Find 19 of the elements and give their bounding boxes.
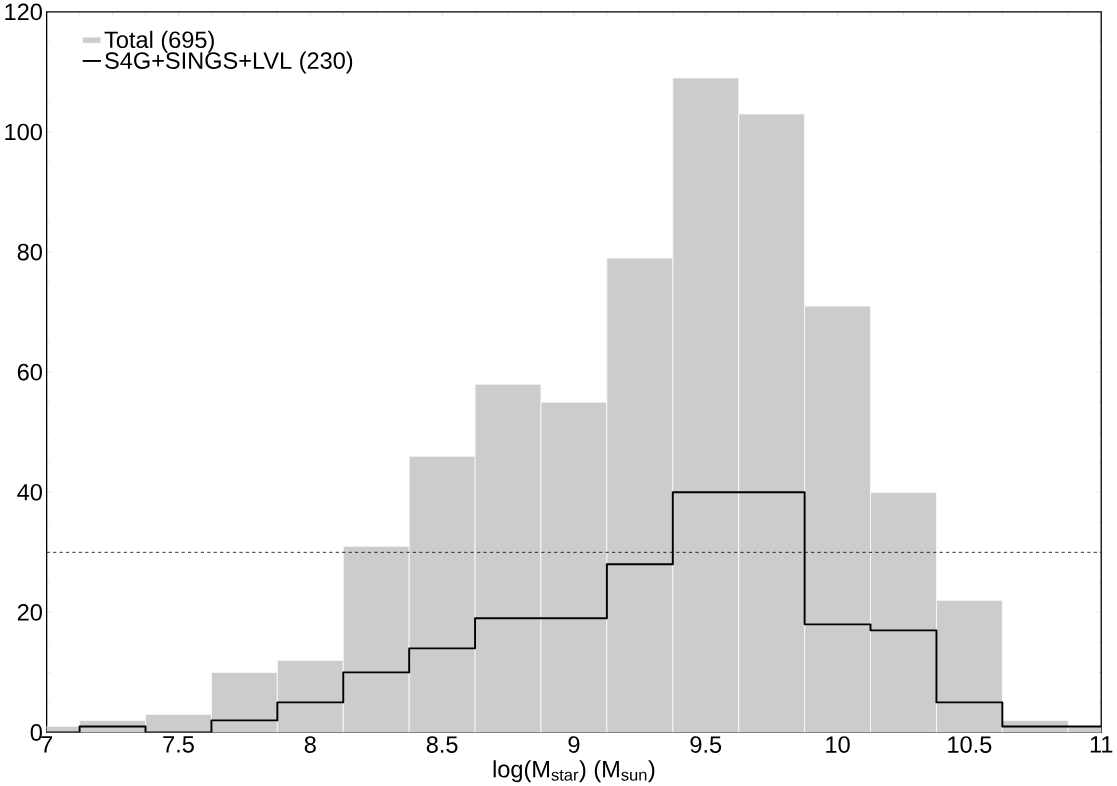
x-tick-label: 7.5 xyxy=(163,736,194,753)
x-tick-label: 9 xyxy=(568,736,580,754)
x-tick-label: 8.5 xyxy=(426,736,458,754)
x-axis-title: log(M$_{star}$) (M$_{sun}$) xyxy=(493,760,655,783)
y-tick-label: 40 xyxy=(17,484,42,501)
y-tick-label: 80 xyxy=(17,243,42,261)
y-tick-label: 0 xyxy=(30,724,42,741)
x-tick-label: 10.5 xyxy=(948,736,992,754)
legend-label: Total (695) xyxy=(104,30,214,53)
y-tick-label: 60 xyxy=(17,363,42,381)
legend-label: S4G+SINGS+LVL (230) xyxy=(105,51,353,74)
x-tick-label: 8 xyxy=(304,736,316,754)
x-tick-label: 9.5 xyxy=(690,736,722,754)
y-tick-label: 100 xyxy=(5,123,42,141)
x-tick-label: 10 xyxy=(826,736,850,754)
x-tick-label: 7 xyxy=(41,736,53,753)
x-tick-label: 11 xyxy=(1090,736,1113,753)
y-tick-label: 20 xyxy=(17,604,42,621)
y-tick-label: 120 xyxy=(5,3,42,21)
